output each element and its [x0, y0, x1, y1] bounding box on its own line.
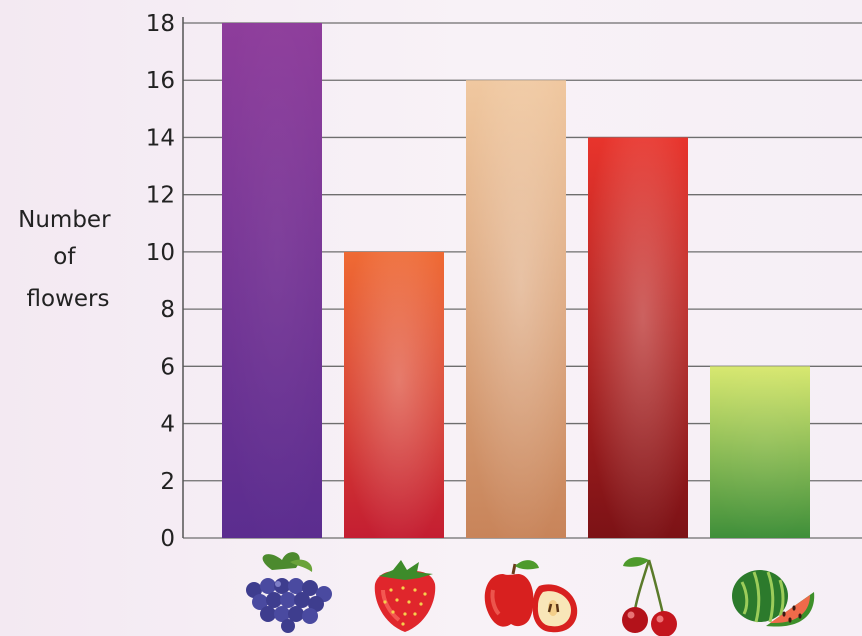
- y-tick-labels: 0 2 4 6 8 10 12 14 16 18: [146, 11, 175, 552]
- y-tick-label: 16: [146, 68, 175, 94]
- y-tick-label: 2: [160, 469, 175, 495]
- y-axis-label: Number of flowers: [18, 207, 118, 312]
- bar-highlight: [222, 23, 322, 538]
- y-tick-label: 14: [146, 125, 175, 151]
- strawberry-icon: [374, 560, 436, 632]
- y-tick-label: 8: [160, 297, 175, 323]
- bar-highlight: [466, 80, 566, 538]
- bars: [222, 23, 810, 538]
- y-axis-label-line-1: Number: [18, 207, 111, 233]
- bar-highlight: [344, 251, 444, 538]
- y-tick-label: 6: [160, 354, 175, 380]
- grapes-icon: [246, 552, 332, 633]
- y-tick-label: 4: [160, 412, 175, 438]
- y-axis-label-line-2: of: [53, 244, 76, 270]
- y-tick-label: 18: [146, 11, 175, 37]
- watermelon-icon: [732, 570, 815, 627]
- y-tick-label: 12: [146, 183, 175, 209]
- apple-icon: [484, 560, 578, 633]
- cherries-icon: [622, 557, 677, 636]
- y-tick-label: 10: [146, 240, 175, 266]
- bar-highlight: [710, 366, 810, 538]
- bar-highlight: [588, 137, 688, 538]
- y-tick-label: 0: [160, 526, 175, 552]
- y-axis-label-line-3: flowers: [27, 286, 110, 312]
